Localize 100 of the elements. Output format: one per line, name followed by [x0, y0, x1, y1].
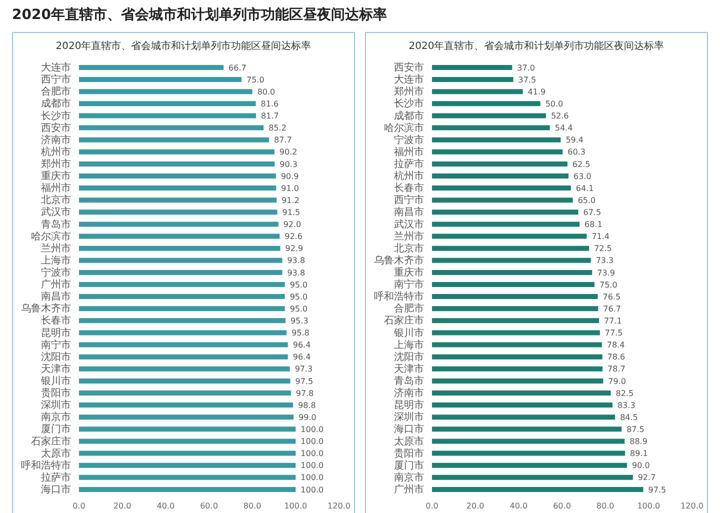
data-label: 73.3 — [596, 256, 614, 266]
y-tick-label: 杭州市 — [40, 146, 71, 158]
y-tick-label: 厦门市 — [394, 459, 424, 472]
data-label: 98.8 — [298, 400, 316, 410]
text: 2020年直辖市、省会城市和计划单列市功能区昼夜间达标率 — [11, 6, 388, 25]
data-label: 97.8 — [296, 388, 314, 398]
y-tick-label: 广州市 — [41, 278, 71, 291]
bar — [432, 318, 600, 324]
y-tick-label: 宁波市 — [41, 266, 71, 279]
bar — [79, 222, 278, 227]
bar — [79, 414, 294, 420]
y-tick-label: 南京市 — [394, 471, 424, 484]
y-tick-label: 兰州市 — [41, 242, 71, 254]
bar — [79, 101, 256, 106]
bar — [432, 354, 602, 360]
y-tick-label: 南京市 — [41, 411, 71, 424]
bar — [79, 306, 285, 312]
data-label: 72.5 — [594, 244, 612, 254]
bar — [432, 414, 616, 420]
bar — [432, 486, 644, 492]
y-tick-label: 沈阳市 — [41, 350, 71, 363]
bar — [79, 125, 264, 130]
x-tick-label: 100.0 — [284, 502, 308, 511]
data-label: 82.5 — [616, 388, 634, 398]
data-label: 96.4 — [292, 340, 311, 350]
bar — [432, 198, 573, 203]
bar — [432, 426, 622, 432]
data-label: 76.7 — [603, 304, 621, 314]
data-label: 65.0 — [578, 196, 596, 205]
y-tick-label: 长春市 — [394, 182, 424, 194]
bar — [79, 174, 276, 178]
data-label: 80.0 — [257, 87, 276, 96]
y-tick-label: 南宁市 — [394, 278, 424, 291]
bar — [79, 330, 287, 336]
bar — [79, 342, 288, 348]
x-tick-label: 20.0 — [113, 502, 132, 511]
bar — [432, 113, 546, 118]
data-label: 52.6 — [550, 112, 569, 121]
y-tick-label: 上海市 — [41, 254, 71, 266]
data-label: 93.8 — [287, 268, 306, 278]
data-label: 95.8 — [292, 328, 310, 338]
x-tick-label: 80.0 — [243, 502, 262, 511]
data-label: 73.9 — [597, 268, 615, 278]
y-tick-label: 北京市 — [41, 194, 71, 206]
y-tick-label: 拉萨市 — [394, 158, 424, 170]
data-label: 97.5 — [648, 485, 666, 494]
y-tick-label: 石家庄市 — [31, 435, 71, 448]
y-tick-label: 乌鲁木齐市 — [21, 302, 71, 315]
y-tick-label: 兰州市 — [394, 230, 424, 242]
bar — [432, 474, 633, 480]
data-label: 100.0 — [300, 425, 324, 434]
y-tick-label: 西宁市 — [41, 74, 71, 86]
bar — [432, 462, 627, 468]
y-tick-label: 上海市 — [394, 338, 424, 351]
y-tick-label: 哈尔滨市 — [31, 230, 71, 242]
bar — [79, 402, 294, 408]
x-tick-label: 100.0 — [637, 502, 660, 511]
x-tick-label: 120.0 — [328, 502, 350, 511]
y-tick-label: 昆明市 — [41, 326, 71, 339]
bar — [432, 402, 612, 408]
y-tick-label: 大连市 — [394, 74, 424, 86]
x-tick-label: 60.0 — [200, 502, 218, 511]
data-label: 91.0 — [281, 184, 299, 193]
data-label: 100.0 — [300, 473, 324, 482]
y-tick-label: 重庆市 — [394, 266, 424, 279]
data-label: 59.4 — [566, 136, 584, 145]
y-tick-label: 太原市 — [41, 447, 71, 460]
bar — [432, 89, 523, 94]
data-label: 97.3 — [294, 364, 313, 374]
y-tick-label: 深圳市 — [41, 399, 71, 412]
bar — [432, 137, 561, 142]
data-label: 77.1 — [604, 316, 622, 326]
bar — [432, 282, 594, 287]
y-tick-label: 海口市 — [41, 484, 71, 496]
y-tick-label: 重庆市 — [41, 170, 71, 182]
data-label: 90.9 — [280, 172, 299, 181]
bar — [79, 270, 282, 275]
data-label: 89.1 — [630, 449, 648, 458]
data-label: 63.0 — [574, 172, 592, 181]
data-label: 87.5 — [626, 425, 644, 434]
bar — [79, 294, 285, 300]
y-tick-label: 银川市 — [40, 375, 71, 388]
data-label: 95.0 — [290, 292, 308, 302]
y-tick-label: 郑州市 — [394, 86, 424, 98]
y-tick-label: 厦门市 — [41, 423, 71, 436]
bar — [79, 390, 291, 396]
y-tick-label: 大连市 — [41, 62, 71, 74]
chart-title: 2020年直辖市、省会城市和计划单列市功能区昼间达标率 — [54, 40, 312, 54]
y-tick-label: 福州市 — [394, 146, 424, 158]
y-tick-label: 广州市 — [394, 484, 424, 496]
data-label: 96.4 — [292, 352, 311, 362]
data-label: 78.7 — [608, 364, 626, 374]
data-label: 60.3 — [568, 148, 586, 157]
data-label: 92.0 — [283, 220, 302, 230]
data-label: 78.4 — [606, 340, 625, 350]
y-tick-label: 济南市 — [394, 387, 424, 400]
bar — [79, 438, 296, 444]
y-tick-label: 天津市 — [41, 362, 71, 375]
y-tick-label: 青岛市 — [41, 218, 71, 230]
data-label: 68.1 — [584, 220, 602, 230]
